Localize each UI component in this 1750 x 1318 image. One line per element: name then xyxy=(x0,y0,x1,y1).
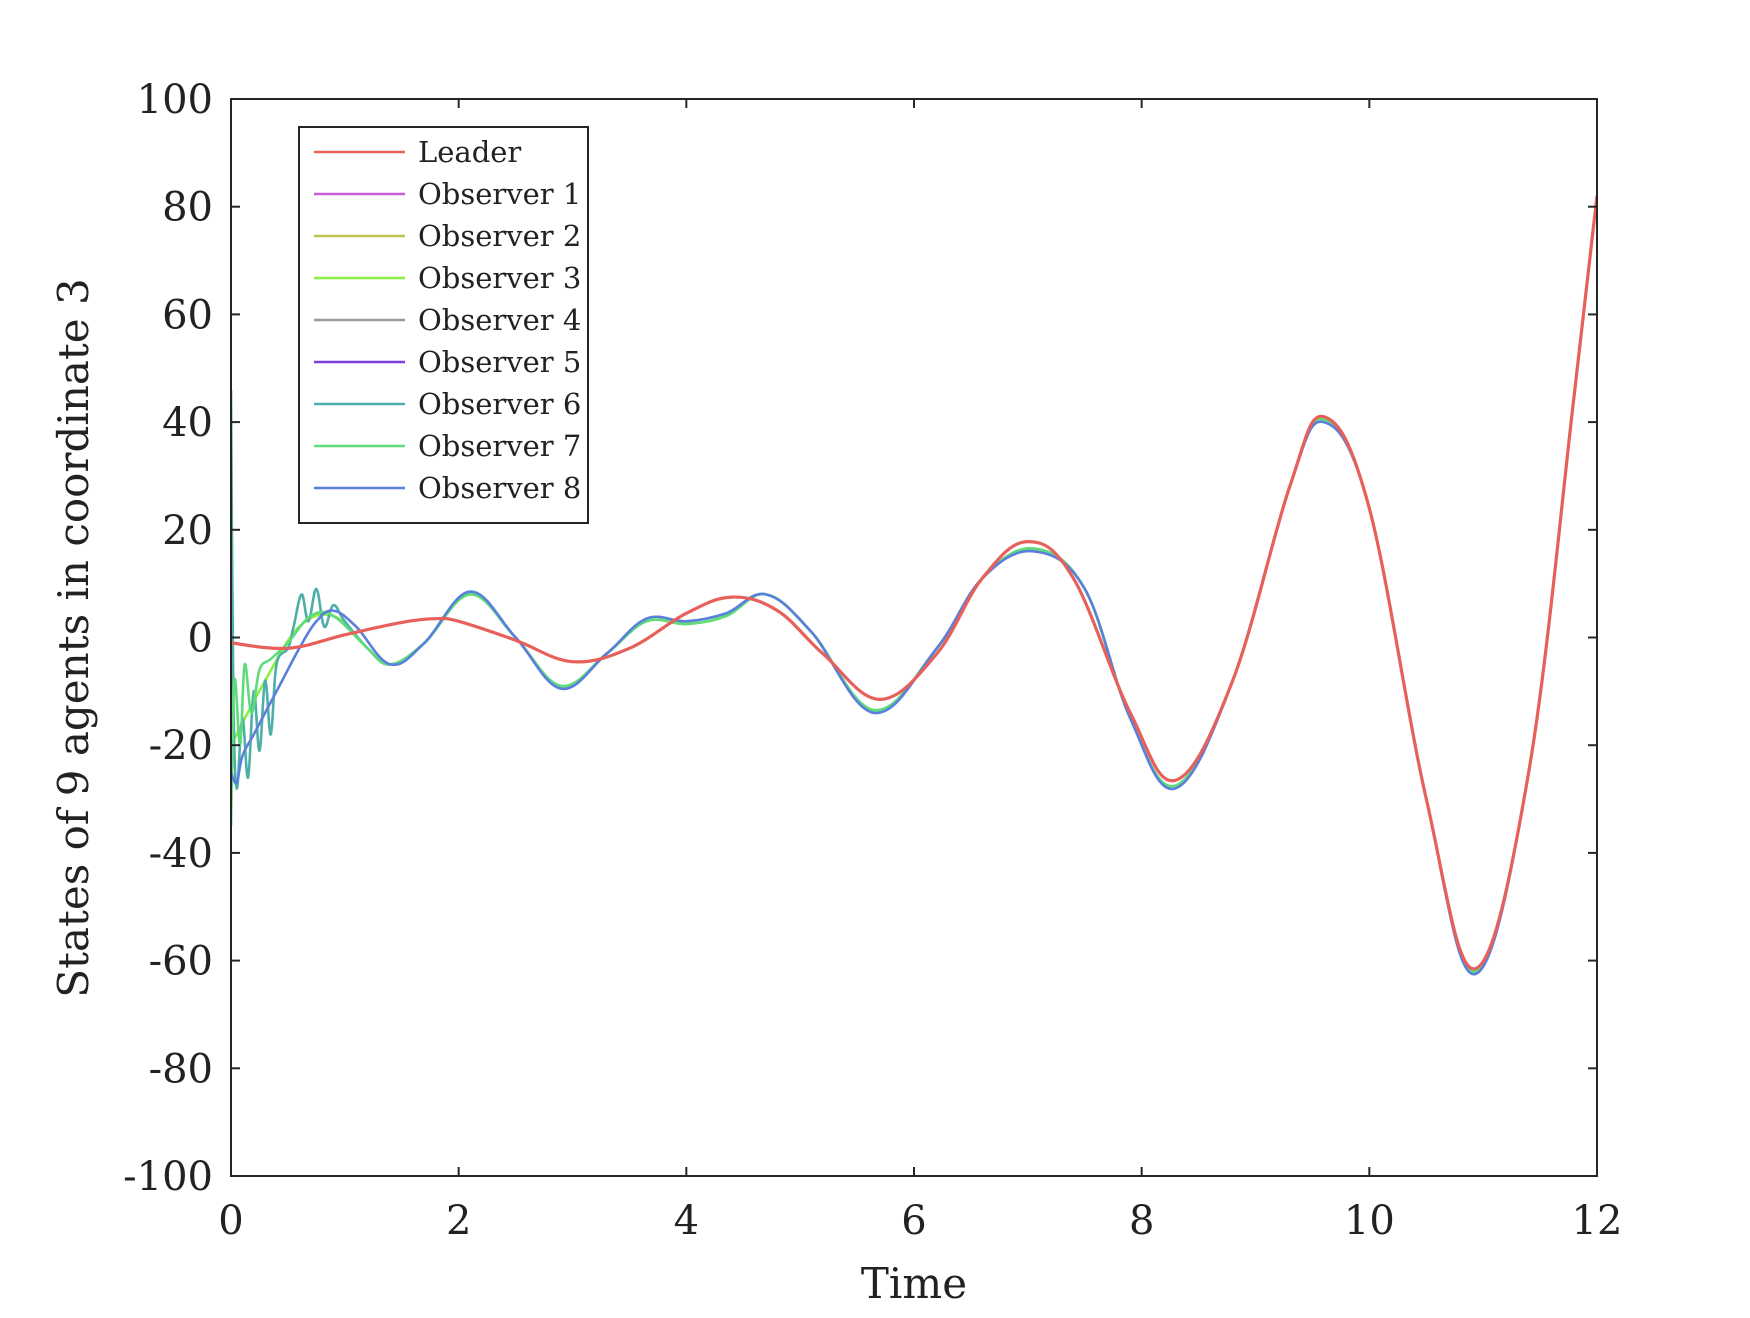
legend-label-observer-3: Observer 3 xyxy=(418,261,581,295)
legend-label-observer-5: Observer 5 xyxy=(418,345,581,379)
x-tick-label: 0 xyxy=(218,1198,243,1244)
y-axis-label: States of 9 agents in coordinate 3 xyxy=(49,278,98,997)
y-tick-label: 40 xyxy=(162,400,213,446)
legend-label-observer-1: Observer 1 xyxy=(418,177,581,211)
x-tick-label: 12 xyxy=(1572,1198,1623,1244)
legend-label-observer-7: Observer 7 xyxy=(418,429,581,463)
x-tick-label: 8 xyxy=(1129,1198,1154,1244)
y-tick-label: 20 xyxy=(162,508,213,554)
x-axis-label: Time xyxy=(861,1259,967,1308)
y-tick-label: -40 xyxy=(149,831,213,877)
x-tick-label: 4 xyxy=(674,1198,699,1244)
series-line-leader xyxy=(231,195,1597,971)
y-tick-label: 0 xyxy=(188,616,213,662)
legend-label-observer-4: Observer 4 xyxy=(418,303,581,337)
legend-label-leader: Leader xyxy=(418,135,521,169)
y-tick-label: 60 xyxy=(162,292,213,338)
x-tick-label: 6 xyxy=(901,1198,926,1244)
legend-label-observer-2: Observer 2 xyxy=(418,219,581,253)
y-tick-label: -60 xyxy=(149,939,213,985)
legend: Leader Observer 1 Observer 2 Observer 3 Obse… xyxy=(298,126,589,524)
y-tick-label: -100 xyxy=(123,1154,213,1200)
y-tick-label: -20 xyxy=(149,723,213,769)
legend-label-observer-8: Observer 8 xyxy=(418,471,581,505)
y-tick-label: 100 xyxy=(137,77,213,123)
x-tick-label: 2 xyxy=(446,1198,471,1244)
y-tick-label: -80 xyxy=(149,1046,213,1092)
legend-label-observer-6: Observer 6 xyxy=(418,387,581,421)
x-tick-label: 10 xyxy=(1344,1198,1395,1244)
y-tick-label: 80 xyxy=(162,185,213,231)
